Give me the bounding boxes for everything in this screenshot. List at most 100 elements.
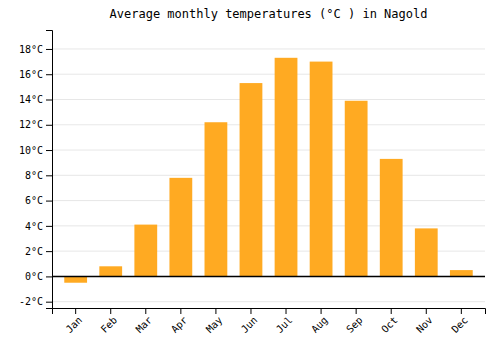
x-tick-mark bbox=[391, 308, 392, 314]
y-axis-line bbox=[46, 31, 53, 309]
y-tick: 10°C bbox=[19, 145, 52, 156]
x-tick: May bbox=[204, 308, 225, 335]
x-tick-label: Jan bbox=[64, 314, 85, 335]
x-tick-mark bbox=[75, 308, 76, 314]
grid-line bbox=[52, 301, 485, 302]
x-tick: Jul bbox=[274, 308, 295, 335]
y-tick-mark bbox=[46, 49, 52, 50]
y-tick-label: 14°C bbox=[19, 94, 43, 105]
y-tick-label: 16°C bbox=[19, 69, 43, 80]
x-tick: Apr bbox=[169, 308, 190, 335]
y-tick: 16°C bbox=[19, 69, 52, 80]
grid-line bbox=[52, 175, 485, 176]
bar bbox=[310, 62, 333, 277]
grid bbox=[52, 49, 485, 302]
x-tick: Sep bbox=[344, 308, 365, 335]
y-tick: 14°C bbox=[19, 94, 52, 105]
y-tick-mark bbox=[46, 302, 52, 303]
x-tick: Feb bbox=[99, 308, 120, 335]
x-tick: Dec bbox=[449, 308, 470, 335]
x-tick-label: Mar bbox=[134, 314, 155, 335]
y-tick-mark bbox=[46, 175, 52, 176]
x-tick-label: Apr bbox=[169, 314, 190, 335]
y-tick: -2°C bbox=[19, 296, 52, 307]
x-tick-mark bbox=[356, 308, 357, 314]
x-tick-mark bbox=[321, 308, 322, 314]
x-tick-mark bbox=[180, 308, 181, 314]
x-tick-mark bbox=[286, 308, 287, 314]
y-tick: 4°C bbox=[25, 221, 52, 232]
x-tick-label: Oct bbox=[379, 314, 400, 335]
y-tick-mark bbox=[46, 276, 52, 277]
y-tick-label: 6°C bbox=[25, 195, 43, 206]
y-tick-label: 18°C bbox=[19, 44, 43, 55]
x-tick-mark bbox=[110, 308, 111, 314]
y-tick-mark bbox=[46, 74, 52, 75]
bars bbox=[64, 58, 472, 283]
y-tick: 12°C bbox=[19, 119, 52, 130]
x-tick-label: Sep bbox=[344, 314, 365, 335]
x-tick-label: Jul bbox=[274, 314, 295, 335]
x-tick-mark bbox=[215, 308, 216, 314]
bar bbox=[450, 270, 473, 276]
x-tick-label: Feb bbox=[99, 314, 120, 335]
bar bbox=[345, 101, 368, 277]
grid-line bbox=[52, 276, 485, 277]
grid-line bbox=[52, 48, 485, 49]
y-tick: 18°C bbox=[19, 44, 52, 55]
y-tick: 2°C bbox=[25, 246, 52, 257]
bar bbox=[240, 83, 263, 276]
y-tick: 6°C bbox=[25, 195, 52, 206]
y-tick-mark bbox=[46, 100, 52, 101]
y-tick-label: 12°C bbox=[19, 119, 43, 130]
x-tick-mark bbox=[145, 308, 146, 314]
y-tick-label: 2°C bbox=[25, 246, 43, 257]
x-tick: Aug bbox=[309, 308, 330, 335]
chart: -2°C 0°C 2°C 4°C 6°C 8°C 10°C 12°C 14°C 16°C 18°C J… bbox=[0, 0, 500, 350]
grid-line bbox=[52, 99, 485, 100]
y-tick-label: 0°C bbox=[25, 271, 43, 282]
grid-line bbox=[52, 225, 485, 226]
bar bbox=[205, 122, 228, 276]
y-tick-label: 10°C bbox=[19, 145, 43, 156]
y-tick-mark bbox=[46, 150, 52, 151]
y-tick-mark bbox=[46, 226, 52, 227]
grid-line bbox=[52, 200, 485, 201]
x-tick-mark bbox=[461, 308, 462, 314]
grid-line bbox=[52, 124, 485, 125]
bar bbox=[64, 276, 87, 282]
x-tick-label: May bbox=[204, 314, 225, 335]
x-tick-label: Nov bbox=[414, 314, 435, 335]
y-tick-label: -2°C bbox=[19, 296, 43, 307]
x-tick: Jun bbox=[239, 308, 260, 335]
y-tick-label: 4°C bbox=[25, 221, 43, 232]
x-tick-mark bbox=[426, 308, 427, 314]
title: Average monthly temperatures (°C ) in Na… bbox=[110, 7, 428, 21]
bar bbox=[169, 178, 192, 277]
x-tick: Oct bbox=[379, 308, 400, 335]
plot: -2°C 0°C 2°C 4°C 6°C 8°C 10°C 12°C 14°C 16°C 18°C J… bbox=[19, 31, 486, 335]
bar bbox=[99, 266, 122, 276]
y-tick-label: 8°C bbox=[25, 170, 43, 181]
x-axis: Jan Feb Mar Apr May Jun Jul Aug Sep Oct Nov Dec bbox=[53, 308, 486, 335]
x-tick: Mar bbox=[134, 308, 155, 335]
bar bbox=[275, 58, 298, 277]
x-tick: Jan bbox=[64, 308, 85, 335]
zero-line bbox=[52, 276, 485, 278]
x-tick-label: Aug bbox=[309, 314, 330, 335]
bar bbox=[380, 159, 403, 277]
y-tick-mark bbox=[46, 251, 52, 252]
y-axis: -2°C 0°C 2°C 4°C 6°C 8°C 10°C 12°C 14°C 16°C 18°C bbox=[19, 31, 53, 309]
x-tick-label: Dec bbox=[449, 314, 470, 335]
x-tick: Nov bbox=[414, 308, 435, 335]
x-tick-mark bbox=[250, 308, 251, 314]
bar bbox=[415, 228, 438, 276]
y-tick-mark bbox=[46, 125, 52, 126]
y-tick: 8°C bbox=[25, 170, 52, 181]
x-axis-line bbox=[53, 309, 486, 315]
y-tick: 0°C bbox=[25, 271, 52, 282]
bar bbox=[134, 225, 157, 277]
grid-line bbox=[52, 74, 485, 75]
x-tick-label: Jun bbox=[239, 314, 260, 335]
grid-line bbox=[52, 150, 485, 151]
